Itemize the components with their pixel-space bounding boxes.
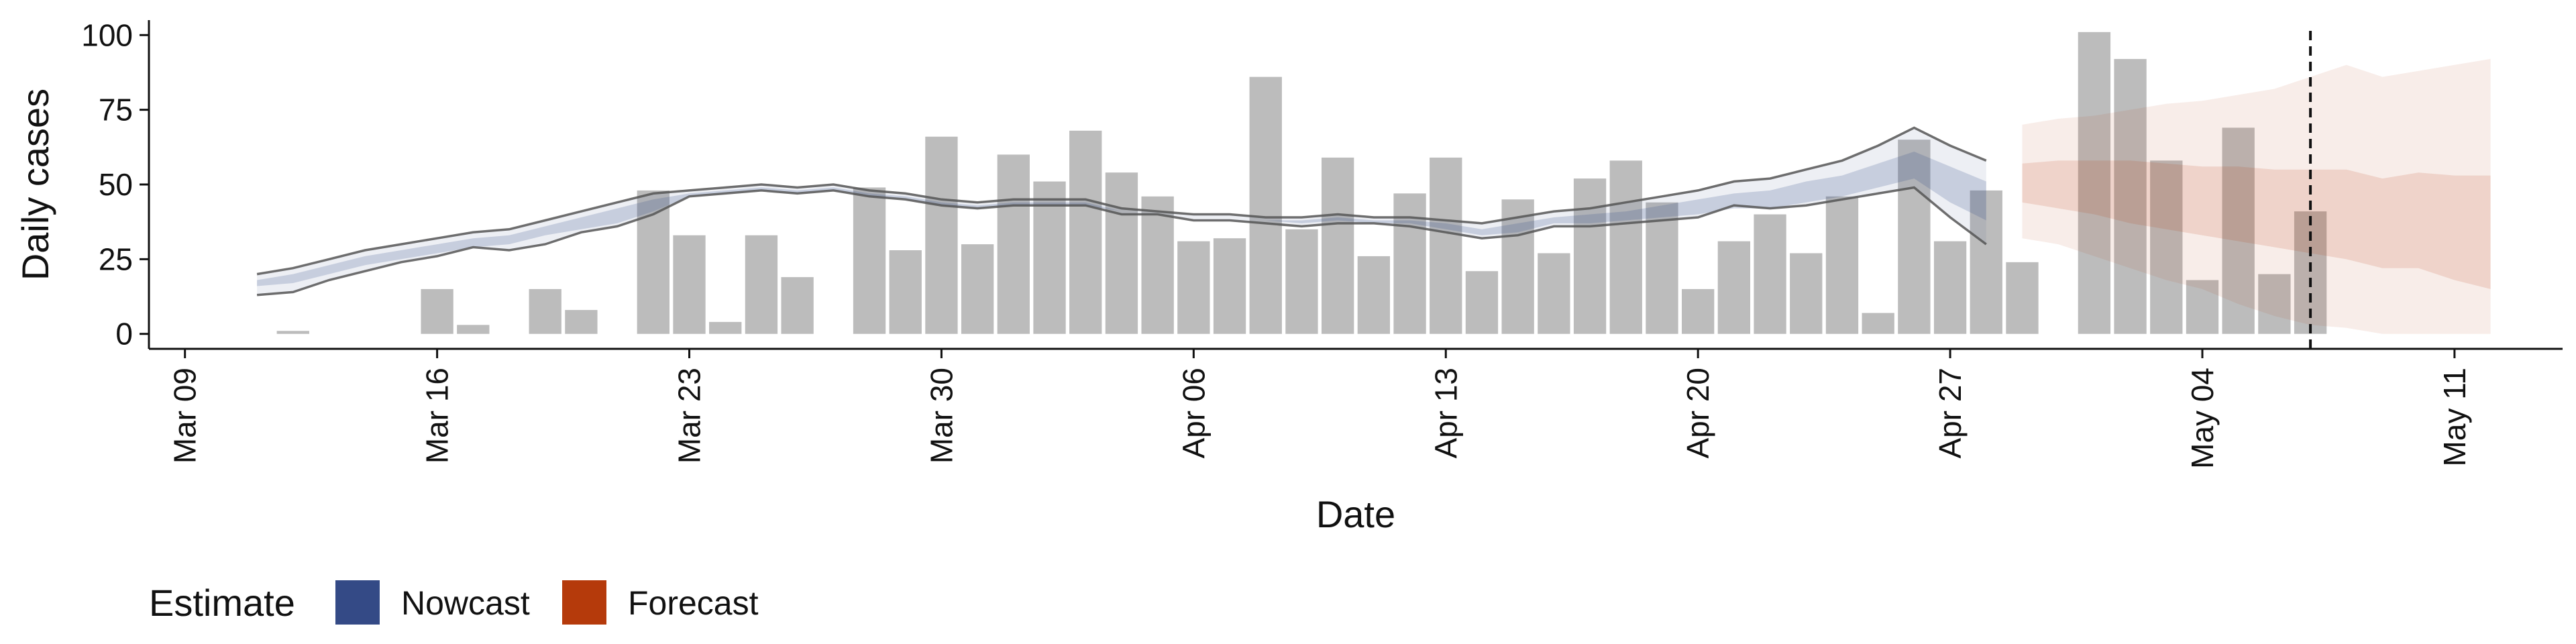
bar-2020-04-18: [1609, 160, 1642, 334]
x-tick-label-Mar 16: Mar 16: [420, 368, 455, 464]
legend-title: Estimate: [149, 582, 295, 624]
bar-2020-04-25: [1862, 313, 1894, 334]
bar-2020-04-28: [1970, 190, 2002, 334]
y-axis-ticks: 0 25 50 75 100: [81, 17, 149, 352]
forecast-band-90: [2022, 58, 2491, 334]
y-tick-label-75: 75: [99, 93, 133, 127]
x-tick-label-Mar 23: Mar 23: [672, 368, 707, 464]
bar-2020-04-27: [1933, 241, 1967, 334]
bar-2020-04-29: [2006, 262, 2039, 334]
nowcast-lower-90-line: [256, 186, 1987, 297]
x-tick-label-Apr 06: Apr 06: [1176, 368, 1211, 459]
bar-2020-03-17: [457, 325, 490, 334]
bar-2020-03-26: [781, 277, 814, 334]
nowcast-band-90: [257, 127, 1986, 295]
bar-2020-04-23: [1790, 253, 1823, 334]
y-tick-label-50: 50: [99, 167, 133, 202]
y-tick-label-100: 100: [81, 17, 133, 52]
bar-2020-04-07: [1213, 238, 1246, 334]
bar-2020-04-20: [1681, 288, 1715, 334]
bar-2020-04-10: [1321, 157, 1354, 334]
bar-2020-05-04: [2186, 280, 2219, 334]
bar-2020-05-06: [2258, 274, 2291, 334]
bar-2020-03-23: [673, 235, 706, 334]
bar-2020-03-31: [961, 244, 994, 334]
bar-2020-04-24: [1825, 196, 1859, 334]
bar-2020-04-16: [1538, 253, 1570, 334]
bar-2020-04-22: [1754, 214, 1786, 334]
y-tick-label-0: 0: [115, 317, 133, 352]
x-axis-title: Date: [1316, 493, 1395, 535]
bar-2020-03-16: [421, 288, 453, 334]
bar-2020-05-03: [2150, 160, 2183, 334]
axes: 0 25 50 75 100 Mar 09 Mar 16 Mar 23 Mar 30 Apr 0…: [14, 17, 2563, 535]
legend-swatch-forecast: [562, 580, 606, 625]
bar-2020-05-01: [2078, 32, 2111, 334]
bar-2020-03-19: [529, 288, 561, 334]
bar-2020-05-05: [2222, 127, 2255, 334]
legend-label-nowcast: Nowcast: [401, 584, 530, 622]
bar-2020-04-03: [1069, 130, 1102, 334]
bar-2020-03-28: [853, 187, 886, 334]
bar-2020-03-12: [276, 331, 309, 334]
bar-2020-05-02: [2114, 58, 2147, 334]
bar-2020-04-21: [1717, 241, 1751, 334]
bar-2020-03-20: [565, 310, 598, 334]
legend-swatch-nowcast: [335, 580, 380, 625]
bar-2020-04-15: [1501, 199, 1534, 334]
legend-label-forecast: Forecast: [628, 584, 759, 622]
bar-2020-04-02: [1033, 181, 1066, 334]
bar-2020-04-01: [997, 154, 1030, 334]
bar-2020-04-08: [1249, 76, 1282, 334]
x-tick-label-May 04: May 04: [2185, 368, 2220, 469]
bar-2020-04-09: [1285, 229, 1318, 334]
plot-area: [240, 31, 2491, 349]
forecast-band-50: [2022, 160, 2491, 289]
x-tick-label-Apr 27: Apr 27: [1933, 368, 1968, 459]
bar-2020-03-29: [889, 250, 922, 334]
x-tick-label-Mar 30: Mar 30: [924, 368, 959, 464]
y-tick-label-25: 25: [99, 241, 133, 276]
bar-2020-04-05: [1141, 196, 1174, 334]
y-axis-title: Daily cases: [14, 89, 56, 280]
bar-2020-04-14: [1465, 271, 1499, 334]
nowcast-upper-90-line: [256, 126, 1987, 276]
bar-2020-04-04: [1105, 172, 1138, 334]
x-axis-ticks: Mar 09 Mar 16 Mar 23 Mar 30 Apr 06 Apr 13 Apr …: [168, 349, 2472, 469]
bar-2020-04-17: [1573, 178, 1607, 334]
legend: Estimate Nowcast Forecast: [149, 580, 759, 625]
nowcast-band-50: [257, 152, 1986, 286]
bar-2020-03-25: [745, 235, 778, 334]
bar-2020-04-19: [1646, 202, 1678, 334]
bar-2020-04-13: [1430, 157, 1462, 334]
bar-2020-04-26: [1898, 140, 1931, 334]
x-tick-label-Mar 09: Mar 09: [168, 368, 203, 464]
bar-2020-04-11: [1357, 256, 1391, 334]
x-tick-label-May 11: May 11: [2437, 368, 2472, 466]
bar-2020-03-24: [709, 321, 742, 334]
bar-2020-04-06: [1177, 241, 1210, 334]
bar-2020-04-12: [1393, 193, 1426, 334]
bar-2020-03-30: [925, 136, 958, 334]
x-tick-label-Apr 13: Apr 13: [1428, 368, 1463, 459]
x-tick-label-Apr 20: Apr 20: [1680, 368, 1715, 459]
